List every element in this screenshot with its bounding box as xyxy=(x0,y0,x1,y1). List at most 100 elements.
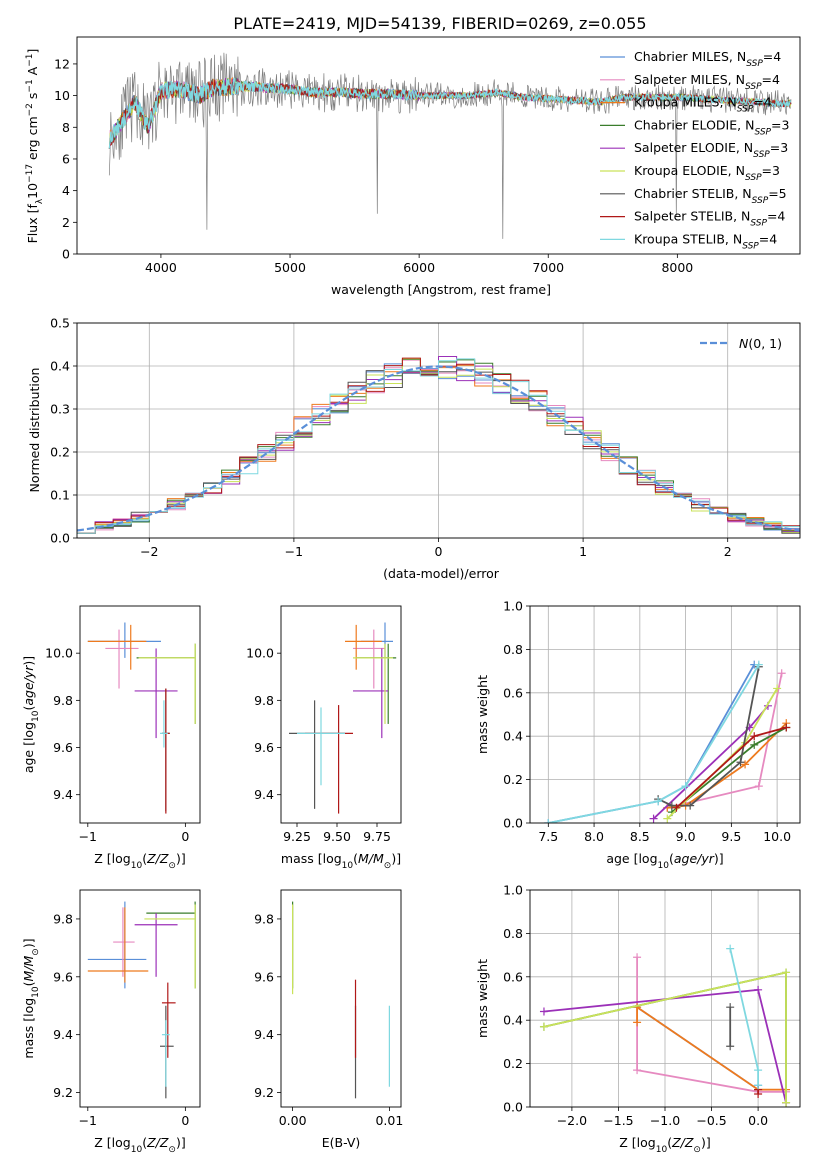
x-tick-label: 9.50 xyxy=(323,829,351,844)
errorbar-point xyxy=(87,622,161,658)
axes-frame xyxy=(280,605,402,824)
y-tick-label: 9.6 xyxy=(254,969,274,984)
x-tick-label: 9.5 xyxy=(721,829,741,844)
weight-marker xyxy=(667,801,676,810)
y-tick-label: 9.2 xyxy=(53,1085,73,1100)
mass_vs_Z-plot-area xyxy=(87,901,196,1099)
weight-marker xyxy=(726,944,735,953)
weight-marker xyxy=(539,1022,548,1031)
legend-label: Chabrier ELODIE, NSSP=3 xyxy=(634,117,789,137)
errorbar-point xyxy=(113,907,135,977)
y-tick-label: 4 xyxy=(62,183,70,198)
x-tick-label: 8.5 xyxy=(630,829,650,844)
y-tick-label: 12 xyxy=(54,56,70,71)
x-tick-label: −0.5 xyxy=(696,1113,726,1128)
x-axis-label: Z [log10(Z/Z⊙)] xyxy=(619,1135,710,1155)
y-tick-label: 0.6 xyxy=(503,969,523,984)
y-tick-label: 0.6 xyxy=(503,685,523,700)
spectrum-panel: 4000 5000 6000 7000 8000 0 2 4 6 8 10 12 wavelength … xyxy=(25,36,801,297)
errorbar-point xyxy=(134,913,178,977)
x-axis-label: (data-model)/error xyxy=(383,566,500,581)
x-tick-label: 9.25 xyxy=(283,829,311,844)
x-tick-label: 0 xyxy=(181,1113,189,1128)
y-tick-label: 0.2 xyxy=(503,1056,523,1071)
weight-line xyxy=(652,705,769,820)
weight-marker xyxy=(726,1003,735,1012)
weight-line xyxy=(548,664,755,823)
errorbar-point xyxy=(160,1005,174,1099)
age_vs_Z-panel: −1 0 9.4 9.6 9.8 10.0 Z [log10(Z/Z⊙)] age [log1… xyxy=(21,605,201,871)
y-tick-label: 9.6 xyxy=(53,969,73,984)
y-tick-label: 10.0 xyxy=(45,646,73,661)
errorbar-point xyxy=(134,648,178,739)
mass_vs_Z-panel: −1 0 9.2 9.4 9.6 9.8 Z [log10(Z/Z⊙)] mass [log1… xyxy=(21,889,201,1155)
legend-label: Kroupa ELODIE, NSSP=3 xyxy=(634,163,780,183)
errorbar-point xyxy=(87,624,147,670)
y-tick-label: 9.8 xyxy=(254,693,274,708)
weight-marker xyxy=(782,1098,791,1107)
x-tick-label: 0.0 xyxy=(748,1113,768,1128)
weight-marker xyxy=(741,760,750,769)
y-tick-label: 0.8 xyxy=(503,642,523,657)
errorbar-point xyxy=(105,629,139,689)
weight-line xyxy=(636,1005,786,1091)
x-axis-label: E(B-V) xyxy=(322,1135,361,1150)
y-tick-label: 0.5 xyxy=(50,316,70,331)
weight-marker xyxy=(686,801,695,810)
weight-marker xyxy=(726,1042,735,1051)
x-tick-label: −1.0 xyxy=(650,1113,680,1128)
errorbar-point xyxy=(146,901,196,989)
errorbar-point xyxy=(356,643,397,724)
weight-marker xyxy=(773,684,782,693)
spectrum-data-line xyxy=(108,52,792,239)
y-tick-label: 8 xyxy=(62,120,70,135)
axes-frame xyxy=(79,889,201,1108)
legend-label: Salpeter MILES, NSSP=4 xyxy=(634,72,780,92)
y-tick-label: 0 xyxy=(62,247,70,262)
y-tick-label: 9.4 xyxy=(254,787,274,802)
y-tick-label: 9.4 xyxy=(53,1027,73,1042)
weight-series xyxy=(539,968,791,1107)
y-tick-label: 0.8 xyxy=(503,926,523,941)
weight-marker xyxy=(782,723,791,732)
weight-series xyxy=(672,723,791,812)
y-tick-label: 9.6 xyxy=(53,740,73,755)
weight-series xyxy=(663,669,786,812)
y-tick-label: 0.2 xyxy=(503,772,523,787)
errorbar-point xyxy=(87,907,149,983)
weight-marker xyxy=(649,814,658,823)
weight-series xyxy=(726,1003,735,1051)
weight-series xyxy=(663,719,791,812)
x-tick-label: 0 xyxy=(181,829,189,844)
y-tick-label: 9.6 xyxy=(254,740,274,755)
x-tick-label: 8.0 xyxy=(584,829,604,844)
errorbar-point xyxy=(161,982,176,1058)
x-tick-label: 7.5 xyxy=(538,829,558,844)
x-tick-label: 8000 xyxy=(661,260,693,275)
errorbar-point xyxy=(160,700,168,748)
weight-marker xyxy=(672,803,681,812)
weight-marker xyxy=(754,660,763,669)
weight_vs_Z-panel: −2.0 −1.5 −1.0 −0.5 0.0 0.0 0.2 0.4 0.6 0.8 1.0 Z [… xyxy=(475,883,801,1155)
spectrum-model-line xyxy=(108,77,792,149)
legend-label: Chabrier MILES, NSSP=4 xyxy=(634,49,781,69)
x-tick-label: 9.75 xyxy=(363,829,391,844)
errorbar-point xyxy=(345,624,382,670)
axes-frame xyxy=(76,36,801,255)
y-tick-label: 0.0 xyxy=(503,816,523,831)
y-tick-label: 9.4 xyxy=(254,1027,274,1042)
x-tick-label: 10.0 xyxy=(763,829,791,844)
weight-marker xyxy=(633,953,642,962)
age_vs_mass-plot-area xyxy=(289,622,397,814)
x-tick-label: 0 xyxy=(435,544,443,559)
x-tick-label: −1 xyxy=(79,829,97,844)
residuals-panel: −2 −1 0 1 2 0.0 0.1 0.2 0.3 0.4 0.5 (data-model)/er… xyxy=(27,316,801,581)
errorbar-point xyxy=(161,1020,170,1087)
x-tick-label: 5000 xyxy=(274,260,306,275)
weight-marker xyxy=(754,1066,763,1075)
x-tick-label: 9.0 xyxy=(676,829,696,844)
weight-marker xyxy=(754,1081,763,1090)
weight-marker xyxy=(633,1066,642,1075)
y-tick-label: 9.8 xyxy=(53,911,73,926)
y-tick-label: 2 xyxy=(62,215,70,230)
